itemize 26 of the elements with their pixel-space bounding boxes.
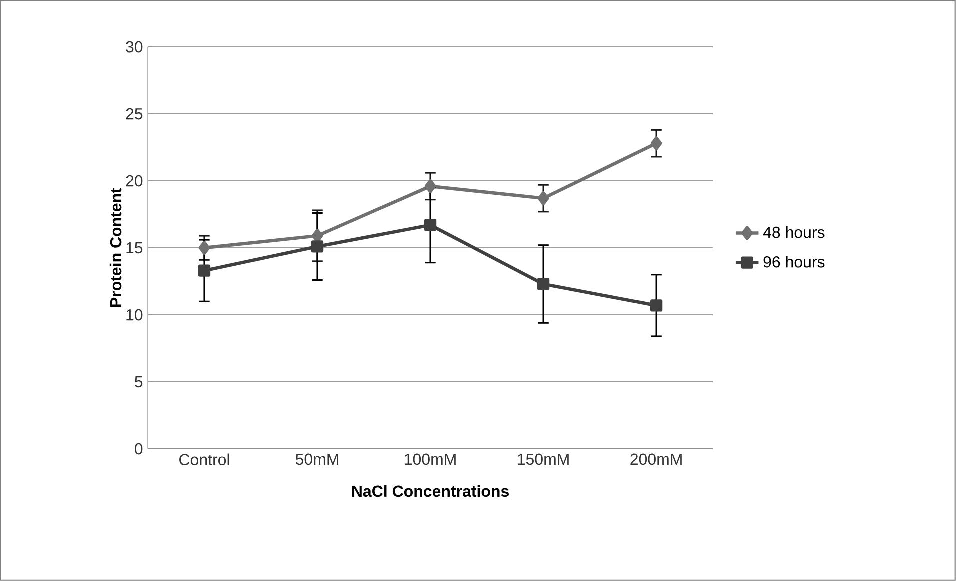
legend-label: 48 hours [763, 226, 825, 238]
point [311, 240, 324, 253]
point [650, 136, 662, 151]
x-tick-label: 50mM [296, 454, 338, 466]
y-tick-label: 15 [126, 242, 143, 254]
y-tick-label: 20 [126, 175, 143, 187]
y-tick-label: 5 [135, 376, 143, 388]
y-tick-label: 10 [126, 309, 143, 321]
x-axis-title: NaCl Concentrations [352, 485, 509, 498]
x-tick-label: 100mM [405, 454, 456, 466]
point [198, 241, 210, 256]
point [424, 219, 437, 232]
y-tick-label: 30 [126, 41, 143, 53]
x-tick-label: Control [180, 454, 230, 466]
y-axis-title: Protein Content [110, 188, 122, 307]
x-tick-label: 150mM [518, 454, 569, 466]
point [424, 179, 436, 194]
point [537, 278, 550, 290]
point [312, 228, 324, 243]
point [198, 264, 211, 277]
y-tick-label: 0 [135, 443, 143, 455]
point [650, 300, 663, 312]
x-tick-label: 200mM [630, 454, 682, 466]
legend-label: 96 hours [764, 256, 825, 268]
point [538, 191, 550, 206]
y-tick-label: 25 [126, 108, 143, 120]
